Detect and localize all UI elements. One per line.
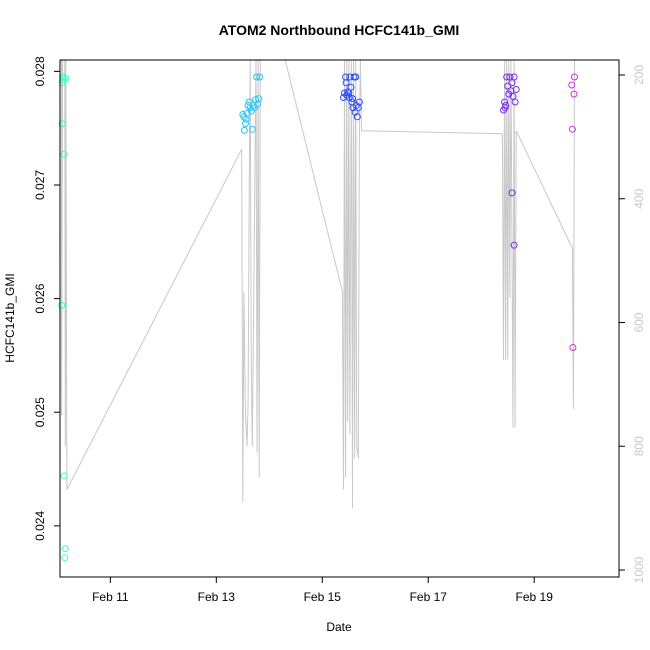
- y-tick-label: 0.026: [33, 283, 47, 313]
- data-point: [253, 73, 261, 81]
- data-point: [504, 82, 512, 90]
- data-point: [355, 98, 363, 106]
- data-point: [511, 98, 519, 106]
- x-tick-label: Feb 15: [304, 590, 342, 604]
- data-point: [62, 74, 70, 82]
- data-point: [508, 189, 516, 197]
- y-tick-label: 0.027: [33, 170, 47, 200]
- y-axis-label: HCFC141b_GMI: [3, 273, 17, 362]
- data-point: [252, 96, 259, 104]
- x-tick-label: Feb 13: [198, 590, 236, 604]
- data-point: [505, 90, 513, 98]
- data-point: [256, 73, 264, 81]
- data-point: [571, 73, 578, 81]
- right-tick-label: 400: [632, 188, 646, 208]
- data-point: [353, 113, 361, 121]
- data-point: [248, 125, 256, 133]
- data-point: [352, 73, 360, 81]
- data-point: [503, 73, 511, 81]
- data-point: [341, 89, 348, 97]
- data-point: [345, 94, 353, 101]
- data-point: [501, 104, 509, 112]
- x-axis: Feb 11 Feb 13 Feb 15 Feb 17 Feb 19: [92, 577, 553, 604]
- data-point: [240, 126, 248, 134]
- data-point: [510, 73, 518, 81]
- y-tick-label: 0.028: [33, 56, 47, 86]
- data-point: [58, 120, 66, 128]
- data-point: [349, 95, 356, 103]
- right-tick-label: 600: [632, 312, 646, 332]
- data-point: [61, 545, 69, 553]
- plot-frame: [59, 59, 620, 578]
- data-point: [61, 554, 69, 562]
- y-tick-label: 0.025: [33, 397, 47, 427]
- y-axis-right: 200 400 600 800 1000: [619, 65, 646, 583]
- right-tick-label: 800: [632, 436, 646, 456]
- data-point: [570, 90, 578, 98]
- data-point: [242, 120, 249, 128]
- y-axis-left: 0.024 0.025 0.026 0.027 0.028: [33, 56, 60, 541]
- data-point: [568, 81, 576, 89]
- data-point: [569, 344, 577, 351]
- right-tick-label: 200: [632, 65, 646, 85]
- data-point: [347, 83, 355, 91]
- chart-title: ATOM2 Northbound HCFC141b_GMI: [219, 22, 460, 38]
- x-tick-label: Feb 11: [92, 590, 129, 604]
- data-point: [60, 150, 68, 158]
- right-tick-label: 1000: [632, 556, 646, 583]
- data-point: [58, 301, 66, 309]
- x-tick-label: Feb 19: [516, 590, 554, 604]
- y-tick-label: 0.024: [33, 511, 47, 541]
- data-point: [512, 86, 520, 93]
- data-point: [510, 241, 518, 249]
- x-axis-label: Date: [326, 620, 352, 634]
- data-point: [342, 79, 350, 87]
- data-point: [244, 102, 252, 109]
- data-point: [568, 125, 576, 133]
- data-point: [255, 95, 263, 103]
- data-point: [60, 472, 68, 480]
- x-tick-label: Feb 17: [410, 590, 448, 604]
